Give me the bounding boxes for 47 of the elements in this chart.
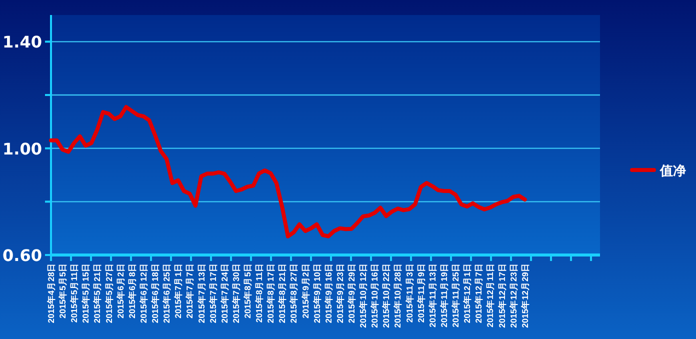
x-tick-label: 2015年11月13日: [427, 263, 438, 328]
x-tick-label: 2015年6月8日: [126, 263, 137, 318]
x-tick-label: 2015年5月11日: [69, 263, 80, 323]
x-tick-label: 2015年7月17日: [208, 263, 218, 324]
x-tick-label: 2015年6月25日: [162, 263, 172, 324]
x-tick-label: 2015年7月30日: [230, 263, 241, 324]
x-tick-label: 2015年11月3日: [404, 263, 414, 323]
x-tick-label: 2015年12月23日: [508, 263, 518, 328]
x-tick-label: 2015年11月25日: [450, 263, 461, 328]
x-tick-label: 2015年5月21日: [92, 263, 102, 324]
x-tick-label: 2015年7月13日: [196, 263, 206, 324]
line-series: [49, 105, 527, 238]
x-tick-label: 2015年8月17日: [266, 263, 276, 324]
x-tick-label: 2015年5月5日: [58, 263, 68, 318]
x-tick-label: 2015年4月28日: [46, 263, 56, 324]
x-tick-label: 2015年8月27日: [288, 263, 299, 324]
x-tick-label: 2015年12月11日: [485, 263, 496, 328]
x-tick-label: 2015年12月17日: [496, 263, 507, 328]
x-tick-label: 2015年7月7日: [184, 263, 195, 318]
y-tick-label: 0.60: [2, 246, 42, 265]
x-tick-label: 2015年5月15日: [80, 263, 91, 324]
x-tick-label: 2015年6月12日: [138, 263, 148, 324]
x-tick-label: 2015年10月16日: [370, 263, 380, 328]
x-tick-label: 2015年6月18日: [150, 263, 160, 324]
x-tick-label: 2015年11月9日: [416, 263, 426, 323]
x-tick-label: 2015年10月22日: [381, 263, 392, 328]
x-tick-label: 2015年8月21日: [277, 263, 288, 324]
x-tick-label: 2015年8月5日: [242, 263, 252, 318]
x-tick-label: 2015年5月27日: [104, 263, 114, 324]
x-tick-label: 2015年7月1日: [173, 263, 184, 318]
x-tick-label: 2015年12月29日: [520, 263, 530, 328]
x-tick-label: 2015年9月23日: [334, 263, 345, 324]
x-tick-label: 2015年12月7日: [474, 263, 484, 324]
x-tick-label: 2015年11月19日: [438, 263, 449, 328]
x-tick-label: 2015年6月2日: [115, 263, 126, 318]
x-tick-label: 2015年10月12日: [358, 263, 368, 328]
x-tick-label: 2015年9月29日: [346, 263, 357, 324]
legend-label: 值净: [659, 164, 686, 179]
x-tick-label: 2015年9月10日: [312, 263, 322, 324]
x-tick-label: 2015年7月24日: [219, 263, 230, 324]
x-tick-label: 2015年9月2日: [300, 263, 310, 318]
y-tick-label: 1.00: [2, 139, 42, 158]
y-tick-label: 1.40: [2, 32, 42, 52]
x-tick-label: 2015年9月16日: [323, 263, 334, 324]
x-tick-label: 2015年12月1日: [462, 263, 472, 324]
x-tick-label: 2015年10月28日: [392, 263, 403, 328]
x-tick-label: 2015年8月11日: [254, 263, 264, 323]
